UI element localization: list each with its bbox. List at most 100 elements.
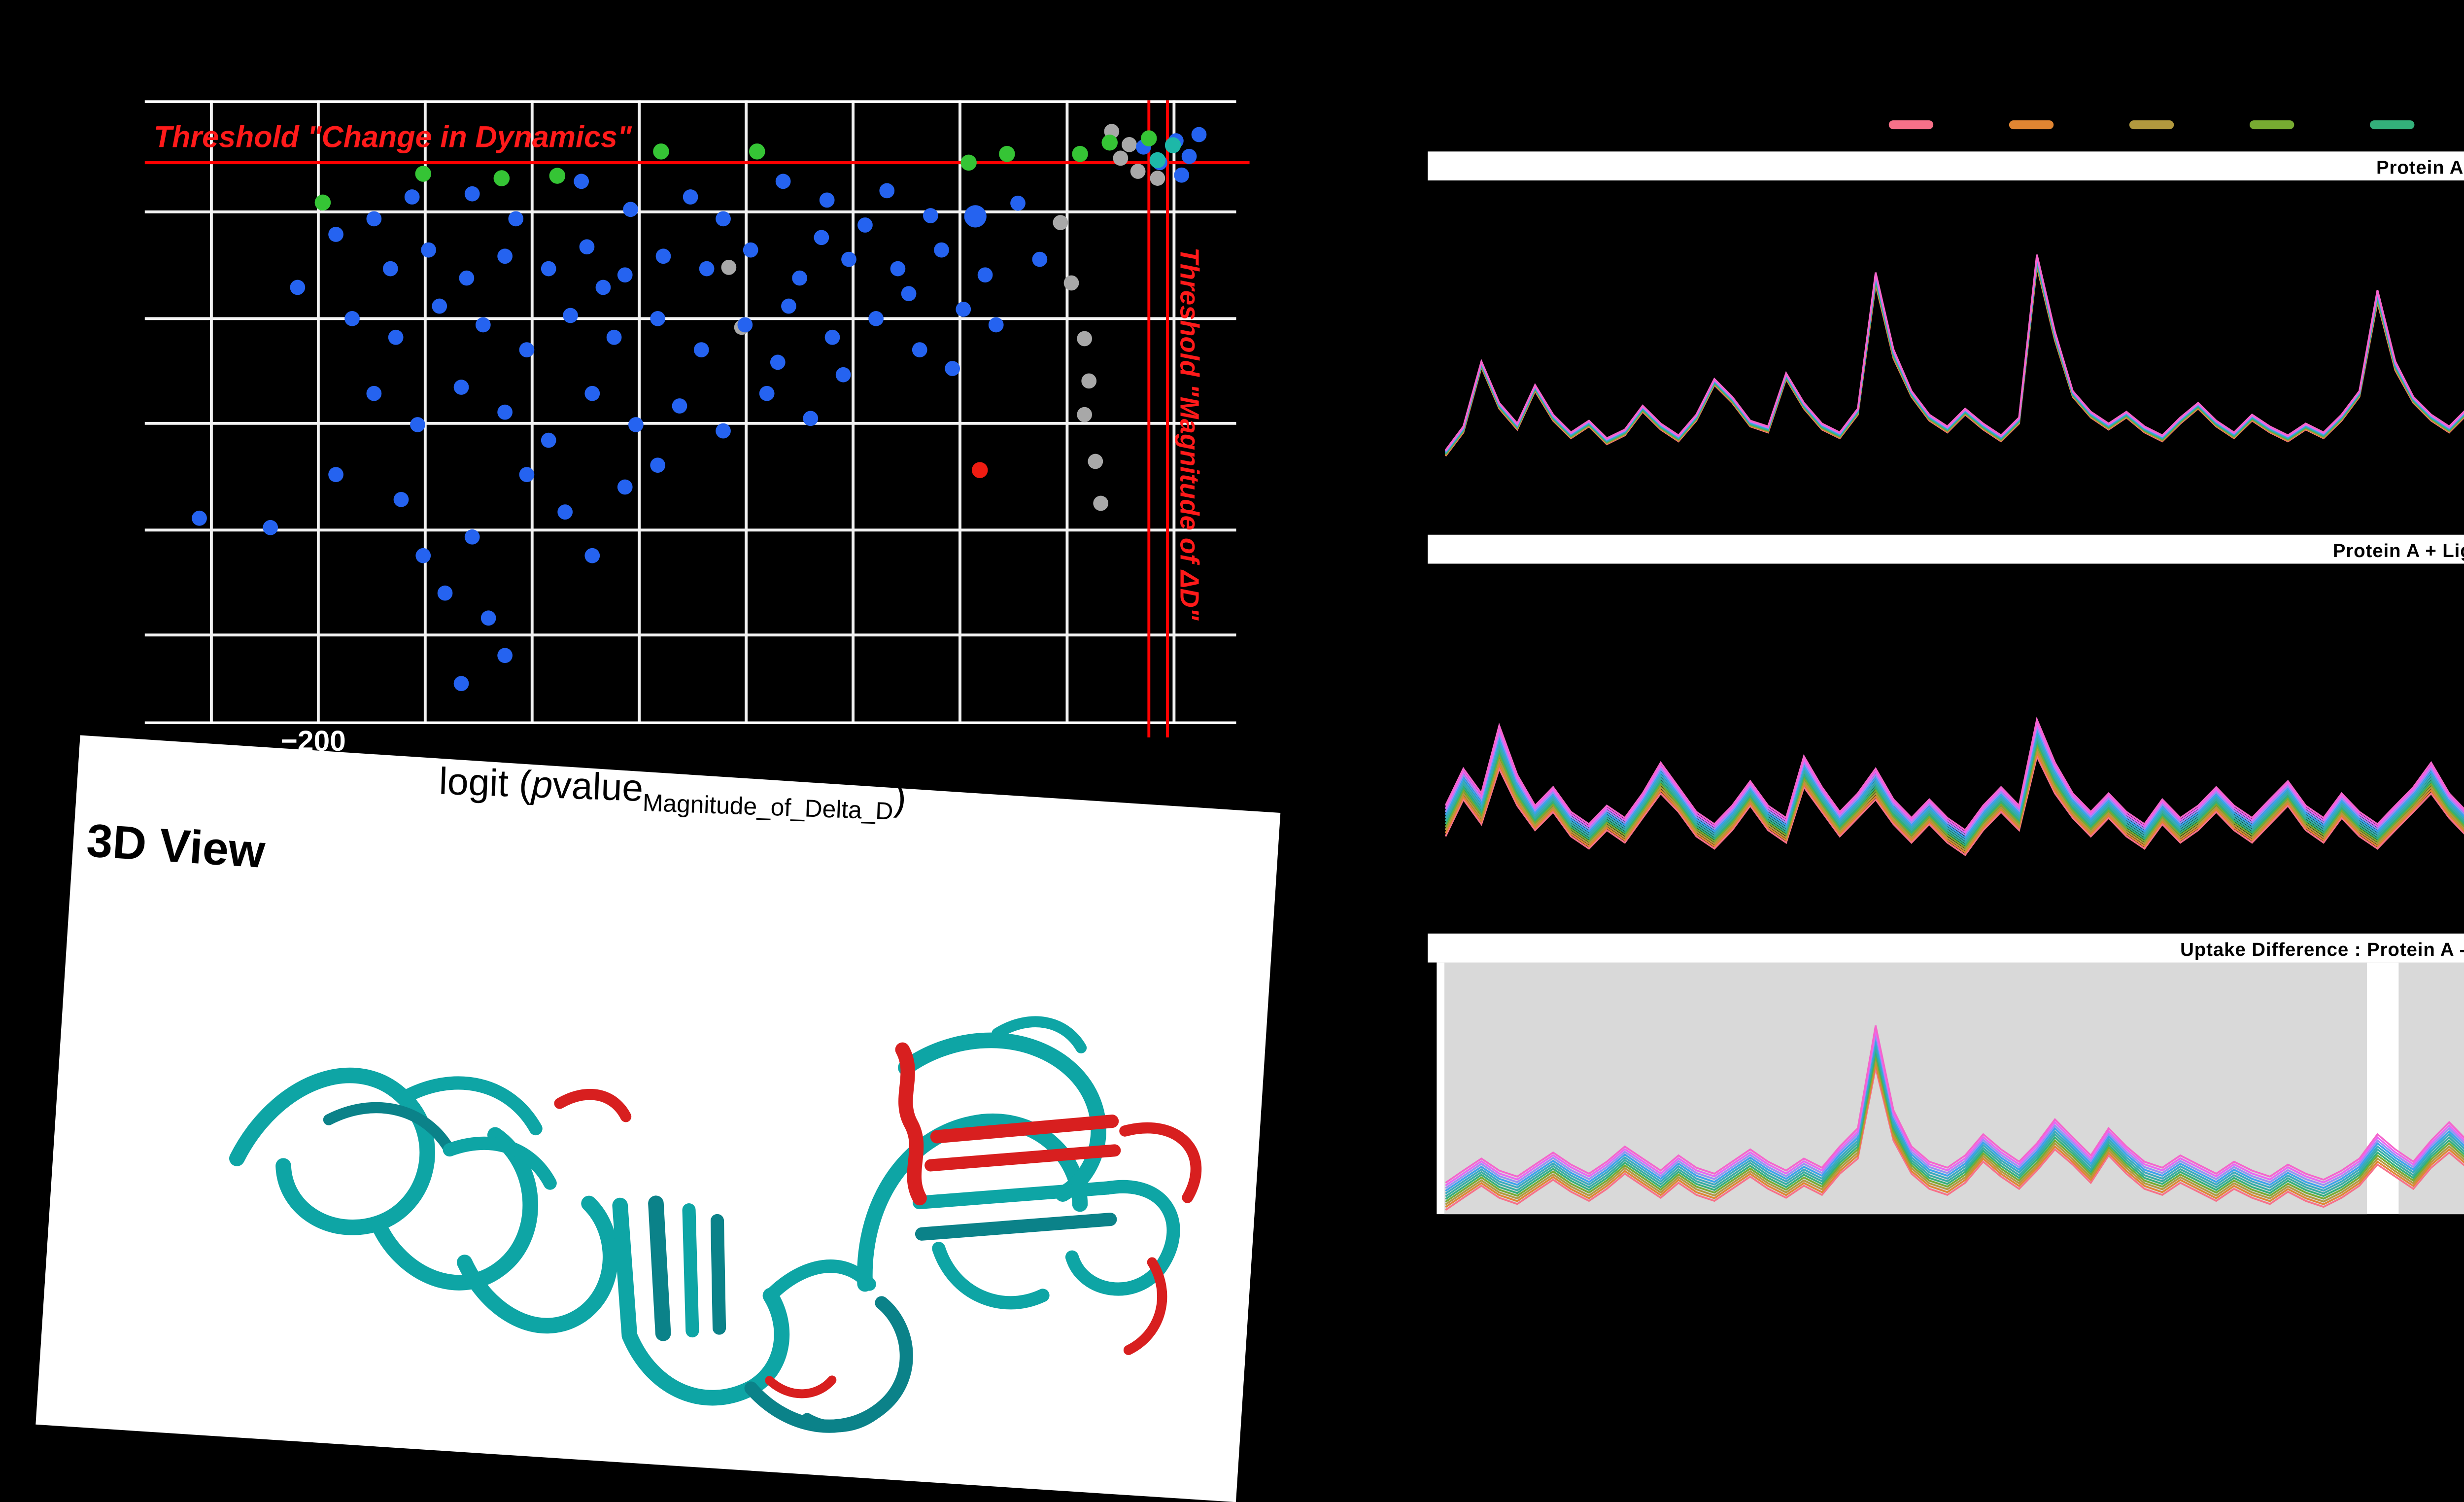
volcano-point[interactable] bbox=[1181, 148, 1197, 164]
volcano-point[interactable] bbox=[290, 279, 306, 295]
volcano-point[interactable] bbox=[1150, 171, 1165, 186]
legend-swatch[interactable] bbox=[2249, 119, 2294, 130]
volcano-point[interactable] bbox=[934, 242, 949, 258]
volcano-point[interactable] bbox=[617, 479, 633, 495]
volcano-point[interactable] bbox=[1010, 195, 1026, 211]
volcano-point[interactable] bbox=[650, 311, 666, 326]
volcano-point[interactable] bbox=[328, 467, 343, 483]
volcano-point[interactable] bbox=[655, 248, 671, 264]
volcano-point[interactable] bbox=[464, 186, 480, 202]
volcano-point[interactable] bbox=[653, 143, 669, 160]
volcano-point[interactable] bbox=[388, 329, 404, 345]
volcano-point[interactable] bbox=[328, 227, 343, 242]
3d-view-panel[interactable]: 3D View bbox=[35, 735, 1281, 1502]
volcano-point[interactable] bbox=[574, 174, 589, 189]
volcano-point[interactable] bbox=[410, 417, 425, 432]
volcano-point[interactable] bbox=[480, 610, 496, 626]
volcano-point[interactable] bbox=[716, 423, 731, 439]
volcano-point[interactable] bbox=[770, 354, 786, 370]
volcano-point[interactable] bbox=[1077, 331, 1093, 347]
volcano-point[interactable] bbox=[964, 205, 987, 228]
volcano-point[interactable] bbox=[1032, 251, 1048, 267]
volcano-point[interactable] bbox=[923, 208, 938, 223]
volcano-point[interactable] bbox=[759, 385, 775, 401]
volcano-point[interactable] bbox=[549, 168, 566, 184]
volcano-point[interactable] bbox=[699, 261, 715, 277]
volcano-point[interactable] bbox=[366, 385, 382, 401]
volcano-point[interactable] bbox=[857, 217, 873, 233]
volcano-point[interactable] bbox=[475, 317, 491, 333]
volcano-point[interactable] bbox=[1130, 164, 1146, 179]
volcano-point[interactable] bbox=[263, 520, 278, 535]
volcano-point[interactable] bbox=[192, 510, 207, 526]
volcano-point[interactable] bbox=[453, 676, 469, 692]
volcano-point[interactable] bbox=[437, 585, 453, 601]
volcano-point[interactable] bbox=[988, 317, 1004, 333]
volcano-point[interactable] bbox=[541, 261, 556, 277]
volcano-point[interactable] bbox=[563, 308, 578, 323]
volcano-point[interactable] bbox=[519, 342, 535, 357]
legend-swatch[interactable] bbox=[1888, 119, 1934, 130]
volcano-point[interactable] bbox=[617, 267, 633, 283]
volcano-point[interactable] bbox=[999, 146, 1015, 162]
legend-swatch[interactable] bbox=[2129, 119, 2174, 130]
protein-structure[interactable] bbox=[93, 861, 1250, 1478]
volcano-point[interactable] bbox=[1077, 407, 1093, 422]
volcano-point[interactable] bbox=[1093, 495, 1109, 511]
volcano-point[interactable] bbox=[650, 457, 666, 473]
volcano-point[interactable] bbox=[743, 242, 758, 258]
volcano-point[interactable] bbox=[541, 432, 556, 448]
volcano-point[interactable] bbox=[628, 417, 644, 432]
volcano-point[interactable] bbox=[579, 239, 595, 255]
volcano-point[interactable] bbox=[841, 251, 856, 267]
volcano-point[interactable] bbox=[366, 211, 382, 227]
volcano-point[interactable] bbox=[1174, 167, 1190, 183]
volcano-point[interactable] bbox=[749, 143, 765, 160]
volcano-point[interactable] bbox=[912, 342, 927, 357]
volcano-point[interactable] bbox=[683, 189, 698, 205]
legend-swatch[interactable] bbox=[2370, 119, 2415, 130]
volcano-canvas[interactable] bbox=[144, 100, 1250, 738]
legend-swatch[interactable] bbox=[2009, 119, 2054, 130]
volcano-point[interactable] bbox=[945, 361, 960, 376]
volcano-point[interactable] bbox=[557, 504, 573, 520]
volcano-point[interactable] bbox=[1122, 137, 1137, 152]
volcano-point[interactable] bbox=[971, 462, 988, 478]
volcano-point[interactable] bbox=[497, 648, 513, 664]
uptake-chart-protein-a[interactable] bbox=[1437, 180, 2464, 517]
volcano-point[interactable] bbox=[716, 211, 731, 227]
volcano-point[interactable] bbox=[623, 202, 638, 217]
volcano-point[interactable] bbox=[1149, 152, 1166, 169]
volcano-point[interactable] bbox=[977, 267, 993, 283]
volcano-point[interactable] bbox=[404, 189, 420, 205]
volcano-point[interactable] bbox=[781, 298, 796, 314]
volcano-point[interactable] bbox=[497, 248, 513, 264]
volcano-point[interactable] bbox=[792, 270, 807, 286]
volcano-point[interactable] bbox=[901, 286, 917, 302]
volcano-plot[interactable]: Threshold "Change in Dynamics" Threshold… bbox=[144, 100, 1250, 738]
volcano-point[interactable] bbox=[584, 548, 600, 563]
volcano-point[interactable] bbox=[584, 385, 600, 401]
volcano-point[interactable] bbox=[421, 242, 436, 258]
volcano-point[interactable] bbox=[956, 301, 971, 317]
volcano-point[interactable] bbox=[879, 183, 895, 199]
volcano-point[interactable] bbox=[314, 194, 331, 211]
volcano-point[interactable] bbox=[737, 317, 753, 333]
volcano-point[interactable] bbox=[890, 261, 906, 277]
volcano-point[interactable] bbox=[432, 298, 447, 314]
volcano-point[interactable] bbox=[1164, 137, 1181, 153]
volcano-point[interactable] bbox=[382, 261, 398, 277]
volcano-point[interactable] bbox=[415, 548, 431, 563]
volcano-point[interactable] bbox=[606, 329, 622, 345]
volcano-point[interactable] bbox=[453, 380, 469, 395]
volcano-point[interactable] bbox=[672, 398, 687, 414]
volcano-point[interactable] bbox=[1191, 127, 1207, 142]
volcano-point[interactable] bbox=[1072, 146, 1088, 162]
volcano-point[interactable] bbox=[1081, 373, 1097, 389]
volcano-point[interactable] bbox=[824, 329, 840, 345]
volcano-point[interactable] bbox=[693, 342, 709, 357]
volcano-point[interactable] bbox=[1063, 275, 1079, 291]
volcano-point[interactable] bbox=[1113, 150, 1129, 166]
volcano-point[interactable] bbox=[595, 279, 611, 295]
volcano-point[interactable] bbox=[819, 192, 835, 208]
